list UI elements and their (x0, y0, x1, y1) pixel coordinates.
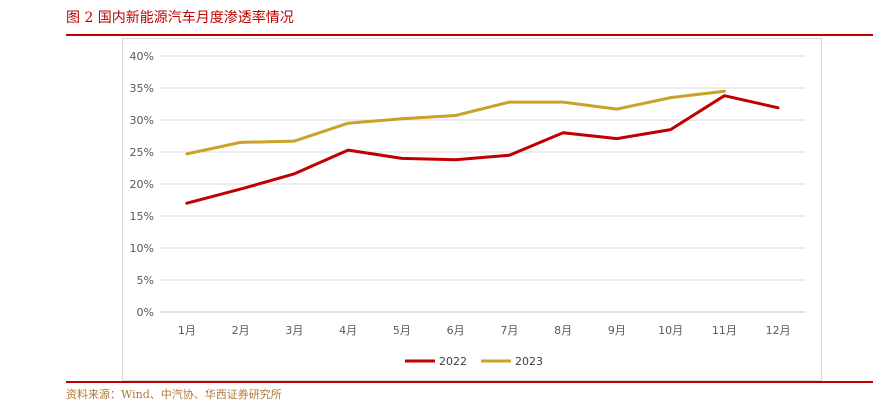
figure-title: 图 2 国内新能源汽车月度渗透率情况 (66, 10, 294, 26)
y-tick-label: 30% (130, 114, 154, 127)
y-axis-ticks: 0% 5% 10% 15% 20% 25% 30% 35% 40% (130, 50, 154, 319)
y-tick-label: 5% (137, 274, 154, 287)
top-divider (66, 34, 873, 36)
y-tick-label: 15% (130, 210, 154, 223)
y-tick-label: 0% (137, 306, 154, 319)
x-tick-label: 2月 (232, 324, 250, 337)
x-tick-label: 5月 (393, 324, 411, 337)
series-line-2023 (185, 89, 726, 156)
x-tick-label: 1月 (178, 324, 196, 337)
chart-frame (122, 38, 822, 381)
x-tick-label: 3月 (285, 324, 303, 337)
x-tick-label: 8月 (554, 324, 572, 337)
x-tick-label: 10月 (658, 324, 683, 337)
x-tick-label: 9月 (608, 324, 626, 337)
y-tick-label: 10% (130, 242, 154, 255)
legend: 2022 2023 (405, 355, 543, 368)
y-tick-label: 40% (130, 50, 154, 63)
legend-label-2022: 2022 (439, 355, 467, 368)
x-tick-label: 7月 (500, 324, 518, 337)
source-note: 资料来源：Wind、中汽协、华西证券研究所 (66, 388, 282, 401)
x-tick-label: 6月 (447, 324, 465, 337)
x-tick-label: 12月 (766, 324, 791, 337)
y-tick-label: 20% (130, 178, 154, 191)
bottom-divider (66, 381, 873, 383)
y-tick-label: 25% (130, 146, 154, 159)
gridlines (160, 55, 805, 313)
series-line-2022 (185, 94, 780, 205)
y-tick-label: 35% (130, 82, 154, 95)
x-axis-ticks: 1月 2月 3月 4月 5月 6月 7月 8月 9月 10月 11月 12月 (178, 324, 791, 337)
legend-label-2023: 2023 (515, 355, 543, 368)
series-lines (185, 89, 780, 205)
x-tick-label: 4月 (339, 324, 357, 337)
x-tick-label: 11月 (712, 324, 737, 337)
